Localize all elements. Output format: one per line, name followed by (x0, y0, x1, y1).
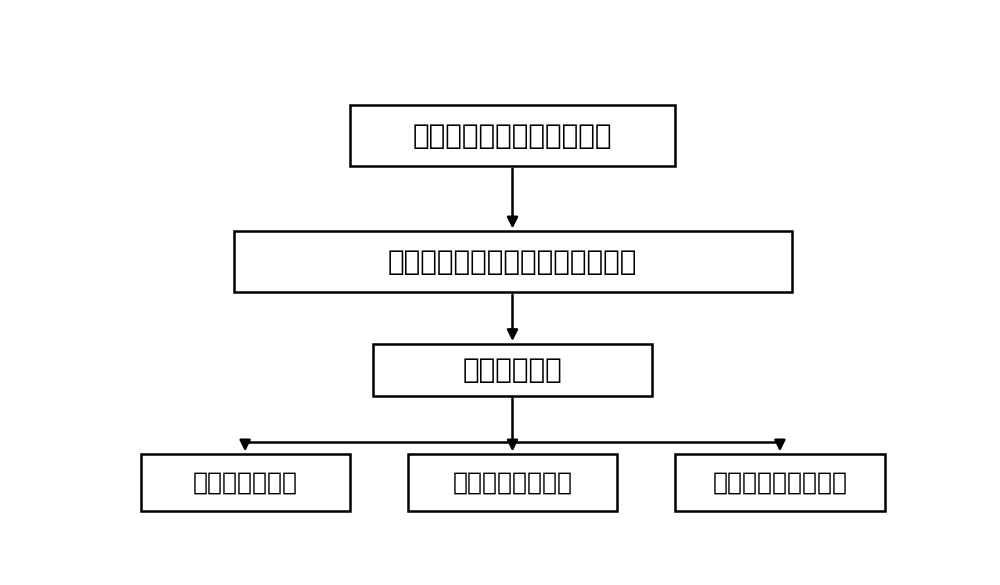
Bar (234, 231, 792, 292)
Text: 调节节流装置的开度: 调节节流装置的开度 (712, 470, 847, 494)
Text: 执行补偿策略: 执行补偿策略 (463, 356, 562, 384)
Bar (373, 344, 652, 395)
Text: 调节压缩机频率: 调节压缩机频率 (193, 470, 298, 494)
Text: 根据过热度和过冷度确定补偿策略: 根据过热度和过冷度确定补偿策略 (388, 247, 637, 276)
Bar (675, 454, 885, 511)
Text: 检测系统的过热度和过冷度: 检测系统的过热度和过冷度 (413, 122, 612, 150)
Text: 调节室外风机频率: 调节室外风机频率 (452, 470, 572, 494)
Bar (408, 454, 617, 511)
Bar (350, 105, 675, 166)
Bar (140, 454, 350, 511)
